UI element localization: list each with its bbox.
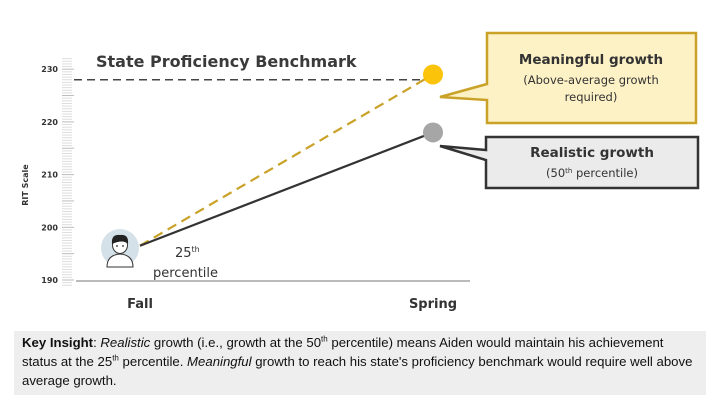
- meaningful-sub: required): [565, 90, 618, 104]
- student-eye: [122, 245, 124, 247]
- benchmark-label: State Proficiency Benchmark: [96, 52, 357, 71]
- meaningful-sub: (Above-average growth: [523, 73, 658, 87]
- student-body: [106, 253, 134, 268]
- insight-superscript: th: [321, 334, 328, 344]
- realistic-callout: [439, 135, 700, 190]
- insight-text: growth (i.e., growth at the 50: [150, 335, 322, 350]
- y-tick-label: 190: [41, 276, 58, 285]
- insight-text: growth to reach his state's proficiency …: [22, 354, 693, 388]
- series-line: [139, 131, 434, 247]
- series-line: [139, 73, 434, 247]
- student-hair: [111, 234, 129, 244]
- insight-text: :: [93, 335, 101, 350]
- meaningful-title: Meaningful growth: [519, 52, 663, 68]
- series-marker: [423, 122, 443, 143]
- x-tick-label: Spring: [409, 297, 457, 312]
- insight-text: percentile.: [118, 354, 188, 369]
- insight-emphasis: Realistic: [100, 335, 151, 350]
- insight-superscript: th: [112, 353, 119, 363]
- y-tick-label: 210: [41, 171, 58, 180]
- series-marker: [423, 64, 443, 85]
- insight-text: percentile) means Aiden would maintain h…: [22, 335, 664, 369]
- y-tick-label: 220: [41, 118, 58, 127]
- key-insight-box: Key Insight: Realistic growth (i.e., gro…: [14, 331, 706, 395]
- y-tick-label: 200: [41, 223, 58, 232]
- start-percentile-word: percentile: [153, 266, 218, 281]
- y-axis-label: RIT Scale: [21, 164, 30, 206]
- student-eye: [116, 245, 118, 247]
- insight-emphasis: Meaningful: [187, 354, 252, 369]
- insight-lead: Key Insight: [22, 335, 94, 350]
- growth-chart: 190 200 210 220 230 RIT Scale Fall Spring State …: [21, 31, 700, 312]
- meaningful-callout: [439, 31, 698, 125]
- realistic-title: Realistic growth: [530, 145, 654, 161]
- start-percentile-label: 25th: [175, 245, 200, 261]
- x-tick-label: Fall: [127, 297, 153, 312]
- realistic-sub: (50th percentile): [546, 166, 638, 180]
- y-tick-label: 230: [41, 65, 58, 74]
